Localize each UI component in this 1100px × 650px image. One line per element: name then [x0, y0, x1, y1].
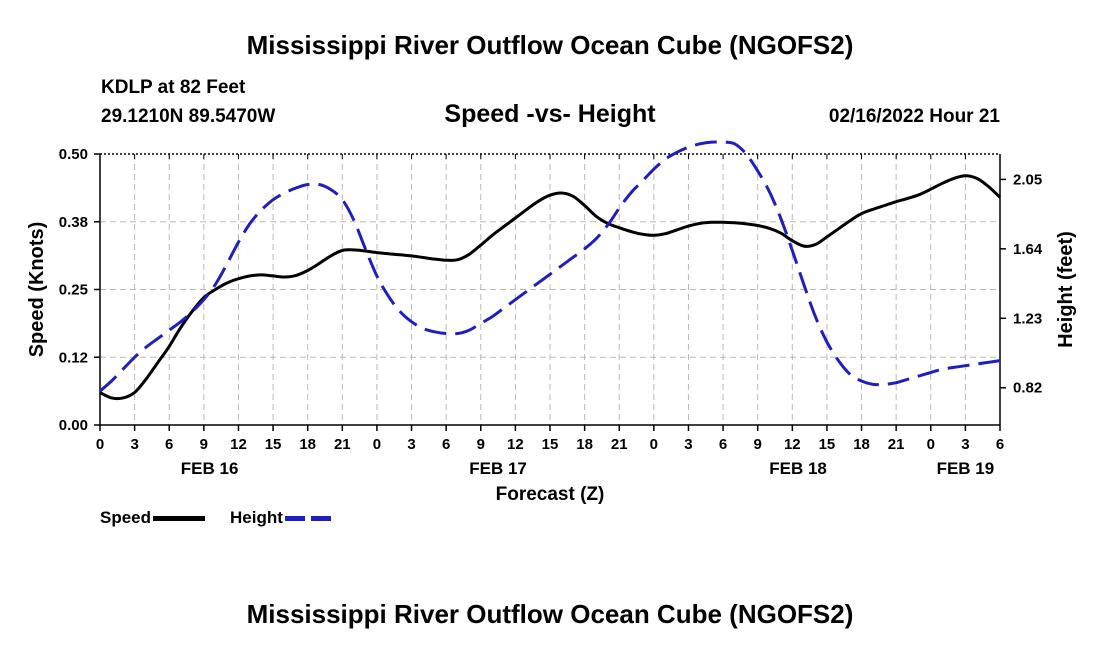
speed-height-chart: 0 3 6 9 12 15 18 21 0 3 6 9 12 15 18 21 0 3 6 9 12 15 18 21 0 3 6F…	[26, 140, 1077, 505]
x-tick-label: 3	[407, 436, 415, 453]
legend-entry-height: Height	[230, 508, 337, 528]
x-tick-label: 6	[165, 436, 173, 453]
x-tick-label: 15	[819, 436, 836, 453]
x-tick-label: 18	[853, 436, 870, 453]
x-tick-label: 9	[477, 436, 485, 453]
x-axis-title: Forecast (Z)	[496, 484, 605, 505]
legend-entry-speed: Speed	[100, 508, 206, 528]
y2-tick-label: 1.23	[1013, 310, 1042, 327]
x-tick-label: 3	[130, 436, 138, 453]
x-tick-label: 6	[442, 436, 450, 453]
day-label: FEB 17	[469, 459, 527, 478]
x-tick-label: 12	[230, 436, 247, 453]
x-tick-label: 21	[611, 436, 628, 453]
y-tick-label: 0.25	[59, 282, 88, 299]
x-tick-label: 3	[961, 436, 969, 453]
x-tick-label: 12	[784, 436, 801, 453]
x-tick-label: 21	[334, 436, 351, 453]
y-tick-label: 0.50	[59, 146, 88, 163]
legend-label-height: Height	[230, 508, 283, 527]
x-tick-label: 6	[996, 436, 1004, 453]
x-tick-label: 0	[650, 436, 658, 453]
y2-tick-label: 1.64	[1013, 241, 1043, 258]
y-tick-label: 0.38	[59, 214, 88, 231]
x-tick-label: 0	[96, 436, 104, 453]
legend-label-speed: Speed	[100, 508, 152, 527]
series-line-speed	[99, 174, 1002, 401]
series-line-height	[98, 140, 1001, 393]
x-tick-label: 18	[299, 436, 316, 453]
y-tick-label: 0.00	[59, 417, 88, 434]
x-tick-label: 6	[719, 436, 727, 453]
day-label: FEB 18	[769, 459, 827, 478]
y2-tick-label: 0.82	[1013, 380, 1042, 397]
y2-axis-title: Height (feet)	[1055, 231, 1077, 348]
page-title: Mississippi River Outflow Ocean Cube (NG…	[246, 30, 854, 60]
x-tick-label: 15	[542, 436, 559, 453]
x-tick-label: 18	[576, 436, 593, 453]
station-label: KDLP at 82 Feet	[101, 77, 246, 98]
chart-title: Speed -vs- Height	[444, 100, 656, 128]
forecast-datetime: 02/16/2022 Hour 21	[828, 106, 1000, 127]
y2-tick-label: 2.05	[1013, 171, 1042, 188]
x-tick-label: 12	[507, 436, 524, 453]
legend-swatch-height	[284, 515, 337, 521]
x-tick-label: 3	[684, 436, 692, 453]
x-tick-label: 9	[754, 436, 762, 453]
legend-swatch-speed	[153, 515, 206, 521]
x-tick-label: 21	[888, 436, 905, 453]
y-axis-title: Speed (Knots)	[26, 222, 48, 358]
x-tick-label: 0	[373, 436, 381, 453]
x-tick-label: 0	[927, 436, 935, 453]
x-tick-label: 9	[200, 436, 208, 453]
coordinates-label: 29.1210N 89.5470W	[101, 106, 276, 127]
day-label: FEB 19	[937, 459, 995, 478]
x-tick-label: 15	[265, 436, 282, 453]
page-title-repeat: Mississippi River Outflow Ocean Cube (NG…	[246, 599, 854, 629]
y-tick-label: 0.12	[59, 349, 88, 366]
day-label: FEB 16	[181, 459, 239, 478]
